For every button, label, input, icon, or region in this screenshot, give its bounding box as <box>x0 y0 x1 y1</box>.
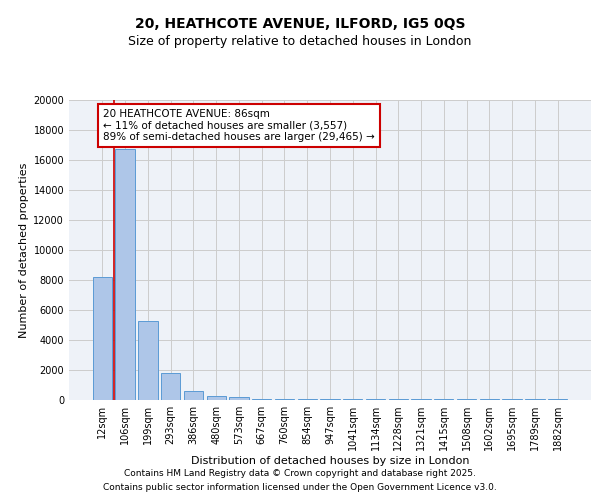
Bar <box>548 399 567 400</box>
Bar <box>138 320 158 400</box>
Text: Contains HM Land Registry data © Crown copyright and database right 2025.: Contains HM Land Registry data © Crown c… <box>124 468 476 477</box>
Bar <box>389 399 408 400</box>
Bar <box>434 399 454 400</box>
Bar <box>161 373 181 400</box>
Text: Contains public sector information licensed under the Open Government Licence v3: Contains public sector information licen… <box>103 484 497 492</box>
Bar <box>229 397 248 400</box>
Bar <box>252 398 271 400</box>
Bar <box>525 399 545 400</box>
Bar <box>412 399 431 400</box>
Bar <box>298 398 317 400</box>
Bar <box>184 391 203 400</box>
Bar <box>502 399 522 400</box>
Y-axis label: Number of detached properties: Number of detached properties <box>19 162 29 338</box>
Bar <box>320 399 340 400</box>
Bar <box>366 399 385 400</box>
X-axis label: Distribution of detached houses by size in London: Distribution of detached houses by size … <box>191 456 469 466</box>
Bar <box>115 150 135 400</box>
Bar <box>206 396 226 400</box>
Bar <box>93 277 112 400</box>
Text: Size of property relative to detached houses in London: Size of property relative to detached ho… <box>128 35 472 48</box>
Bar <box>343 399 362 400</box>
Bar <box>479 399 499 400</box>
Bar <box>457 399 476 400</box>
Text: 20 HEATHCOTE AVENUE: 86sqm
← 11% of detached houses are smaller (3,557)
89% of s: 20 HEATHCOTE AVENUE: 86sqm ← 11% of deta… <box>103 109 374 142</box>
Text: 20, HEATHCOTE AVENUE, ILFORD, IG5 0QS: 20, HEATHCOTE AVENUE, ILFORD, IG5 0QS <box>135 18 465 32</box>
Bar <box>275 398 294 400</box>
